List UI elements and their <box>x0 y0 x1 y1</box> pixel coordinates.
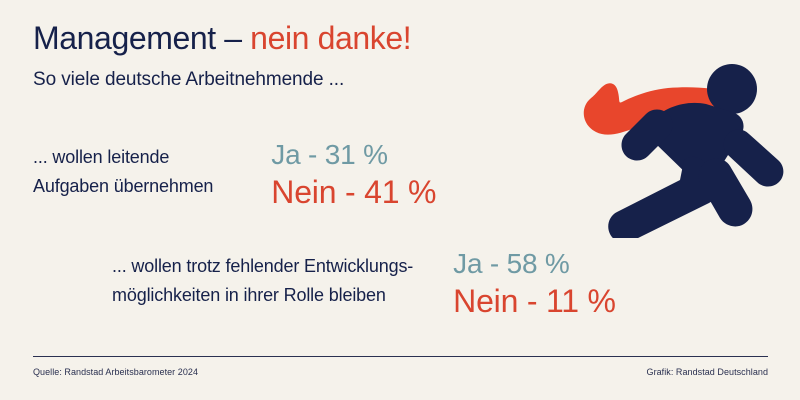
front-arm-shape <box>723 129 784 187</box>
stat-label-1-line2: Aufgaben übernehmen <box>33 176 214 196</box>
running-superhero-icon <box>556 42 796 238</box>
stat-label-1: ... wollen leitende Aufgaben übernehmen <box>33 143 213 201</box>
footer-credit: Grafik: Randstad Deutschland <box>646 367 768 377</box>
front-leg-shape <box>698 158 753 227</box>
stat-1-yes-value: Ja - 31 % <box>271 139 388 170</box>
stat-label-2-line2: möglichkeiten in ihrer Rolle bleiben <box>112 285 386 305</box>
stat-label-1-line1: ... wollen leitende <box>33 147 170 167</box>
footer-source: Quelle: Randstad Arbeitsbarometer 2024 <box>33 367 198 377</box>
stat-1-no-value: Nein - 41 % <box>271 174 437 210</box>
page-subtitle: So viele deutsche Arbeitnehmende ... <box>33 69 345 90</box>
stat-label-2: ... wollen trotz fehlender Entwicklungs-… <box>112 252 413 310</box>
rear-arm-shape <box>621 109 673 161</box>
stat-block-1: ... wollen leitende Aufgaben übernehmen … <box>33 139 436 212</box>
stat-label-2-line1: ... wollen trotz fehlender Entwicklungs- <box>112 256 414 276</box>
stat-values-2: Ja - 58 % Nein - 11 % <box>453 246 616 321</box>
cape-shape <box>583 83 728 135</box>
head-shape <box>707 64 757 114</box>
stat-2-no-value: Nein - 11 % <box>453 283 616 319</box>
stat-values-1: Ja - 31 % Nein - 41 % <box>271 137 436 212</box>
stat-block-2: ... wollen trotz fehlender Entwicklungs-… <box>112 248 616 321</box>
page-title-accent: nein danke! <box>250 20 412 56</box>
stat-2-yes-value: Ja - 58 % <box>453 248 570 279</box>
footer-divider <box>33 356 768 357</box>
page-title-main: Management – <box>33 20 251 56</box>
rear-leg-shape <box>608 156 718 238</box>
page-title: Management – nein danke! <box>33 19 412 57</box>
